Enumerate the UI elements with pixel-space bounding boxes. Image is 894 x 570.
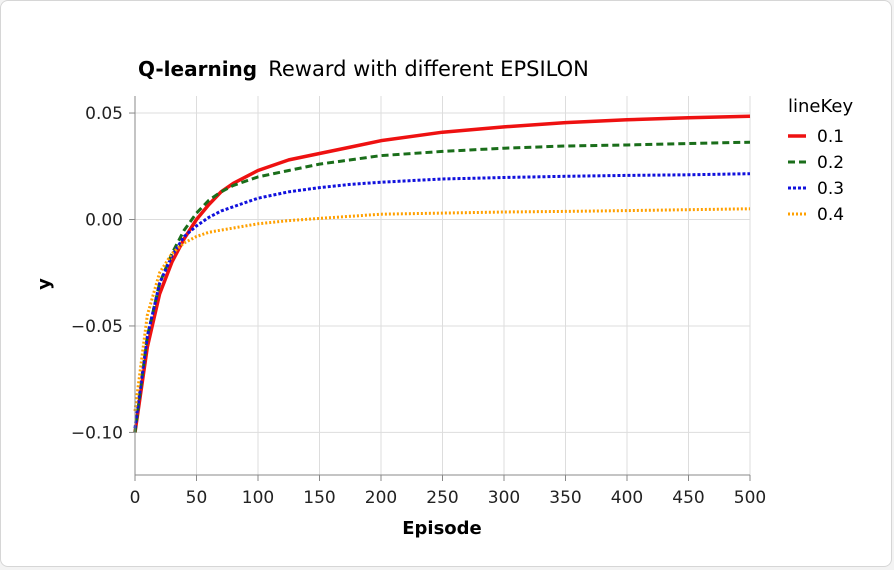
x-tick-label: 250 <box>426 488 458 508</box>
chart-title-bold: Q-learning <box>138 57 257 81</box>
legend-label: 0.3 <box>817 179 844 199</box>
x-tick-label: 150 <box>303 488 335 508</box>
y-tick-label: −0.10 <box>71 423 123 443</box>
x-tick-label: 300 <box>488 488 520 508</box>
legend-label: 0.4 <box>817 205 844 225</box>
x-tick-label: 400 <box>611 488 643 508</box>
axes: 0 50 100 150 200 250 300 350 400 450 500 0.05 0.00 −0… <box>71 96 766 508</box>
x-tick-label: 0 <box>130 488 141 508</box>
series-line-0.4 <box>133 207 751 412</box>
y-axis-title: y <box>34 278 55 290</box>
series-line-0.2 <box>133 140 751 433</box>
legend-label: 0.2 <box>817 153 844 173</box>
series-line-0.1 <box>133 114 751 433</box>
x-tick-label: 50 <box>186 488 208 508</box>
x-tick-label: 200 <box>365 488 397 508</box>
chart-title-rest: Reward with different EPSILON <box>268 57 589 81</box>
x-tick-label: 350 <box>549 488 581 508</box>
legend: lineKey 0.1 0.2 0.3 0.4 <box>788 96 853 225</box>
y-tick-label: −0.05 <box>71 317 123 337</box>
x-tick-label: 450 <box>672 488 704 508</box>
y-tick-label: 0.00 <box>85 210 123 230</box>
series-lines <box>133 114 751 433</box>
chart-title: Q-learning Reward with different EPSILON <box>138 57 589 81</box>
legend-label: 0.1 <box>817 127 844 147</box>
x-tick-label: 100 <box>242 488 274 508</box>
y-tick-label: 0.05 <box>85 104 123 124</box>
legend-title: lineKey <box>788 96 853 117</box>
x-tick-label: 500 <box>734 488 766 508</box>
x-axis-title: Episode <box>402 518 482 539</box>
